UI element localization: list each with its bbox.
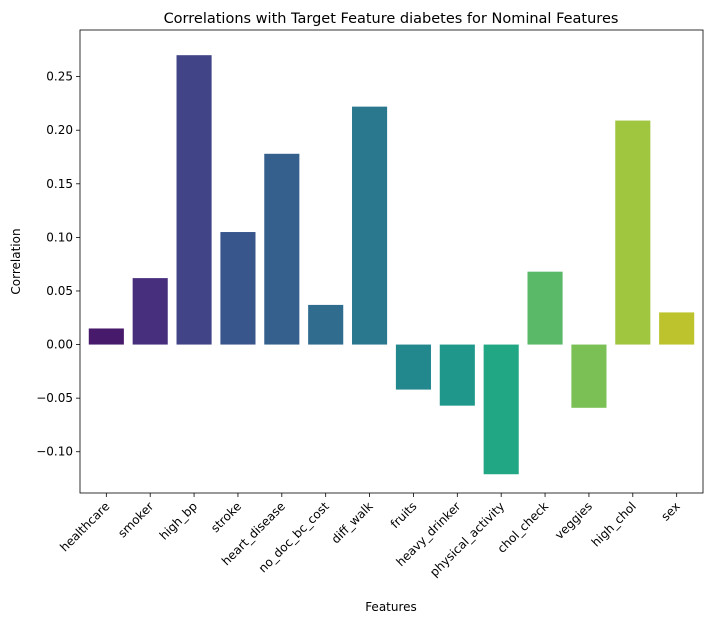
bar-high-bp [176, 55, 212, 345]
bars-group [88, 55, 695, 475]
chart-title: Correlations with Target Feature diabete… [164, 11, 619, 27]
y-tick-label: 0.00 [46, 338, 73, 352]
x-axis: healthcare smoker high_bp strokeheart_disea… [57, 493, 683, 579]
x-tick-label: veggies [552, 499, 595, 542]
bar-healthcare [88, 328, 124, 345]
x-tick-label: smoker [115, 499, 156, 540]
y-axis: −0.10 −0.05 0.00 0.05 0.10 0.15 0.20 0.25 [36, 70, 80, 459]
bar-stroke [220, 232, 256, 345]
x-axis-label: Features [365, 600, 417, 614]
bar-chol-check [527, 271, 563, 345]
bar-fruits [395, 344, 431, 390]
y-tick-label: −0.10 [36, 445, 73, 459]
bar-physical-activity [483, 344, 519, 475]
x-tick-label: physical_activity [427, 499, 507, 579]
y-axis-label: Correlation [9, 228, 23, 294]
y-tick-label: 0.20 [46, 123, 73, 137]
bar-veggies [571, 344, 607, 408]
y-tick-label: 0.15 [46, 177, 73, 191]
x-tick-label: healthcare [57, 499, 112, 554]
bar-heavy-drinker [439, 344, 475, 406]
bar-no-doc-bc-cost [308, 304, 344, 345]
x-tick-label: high_chol [589, 499, 639, 549]
x-tick-label: stroke [208, 499, 244, 535]
y-tick-label: 0.25 [46, 70, 73, 84]
bar-smoker [132, 278, 168, 345]
x-tick-label: high_bp [157, 499, 200, 542]
y-tick-label: 0.05 [46, 284, 73, 298]
bar-high-chol [615, 120, 651, 345]
x-tick-label: fruits [388, 499, 420, 531]
bar-diff-walk [352, 106, 388, 345]
y-tick-label: 0.10 [46, 230, 73, 244]
x-tick-label: sex [658, 499, 682, 523]
bar-heart-disease [264, 153, 300, 345]
x-tick-label: diff_walk [329, 499, 376, 546]
y-tick-label: −0.05 [36, 391, 73, 405]
plot-frame [79, 29, 704, 494]
bar-sex [659, 312, 695, 345]
